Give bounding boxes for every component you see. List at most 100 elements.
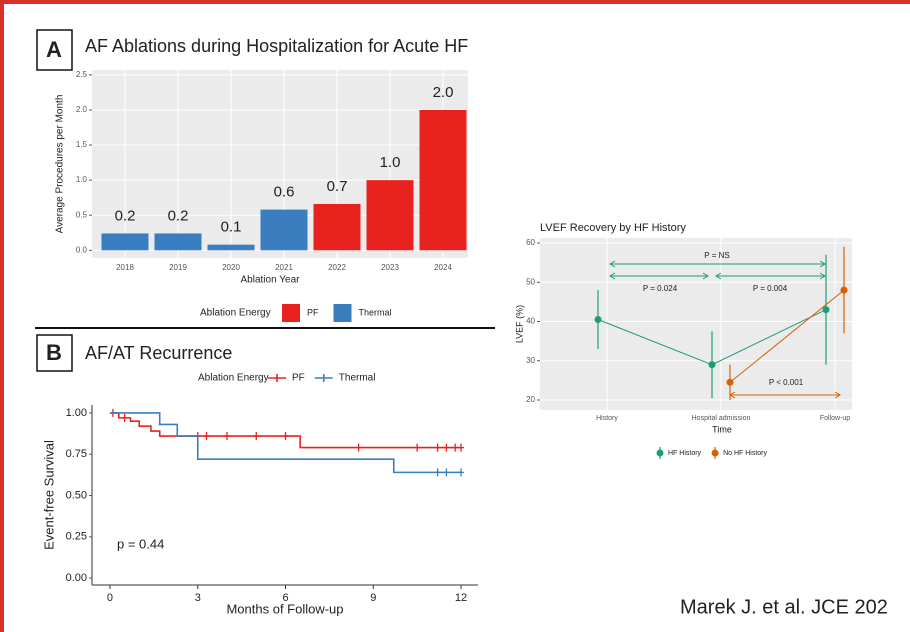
bar [260,209,308,251]
x-tick-label: 2024 [434,263,452,272]
y-tick-label: 30 [526,356,535,365]
censor-mark [253,432,260,441]
y-tick-label: 60 [526,238,535,247]
survival-line [109,412,462,474]
plot-area [540,238,852,410]
x-tick-label: Follow-up [820,415,850,422]
bar [101,233,149,251]
frame-top [0,0,910,4]
bar [313,203,361,251]
y-tick-label: 2.5 [76,70,88,79]
y-tick-label: 0.5 [76,210,88,219]
panel-label: B [46,340,62,365]
y-tick-label: 20 [526,395,535,404]
panel-box [36,334,73,372]
legend-swatch [711,449,719,457]
point [708,361,716,369]
bar [366,180,414,251]
censor-mark [458,443,465,452]
y-tick-label: 1.0 [76,175,88,184]
citation: Marek J. et al. JCE 202 [680,596,888,618]
chart-title: AF/AT Recurrence [85,343,232,363]
x-tick-label: 2021 [275,263,293,272]
censor-mark [434,443,441,452]
censor-mark [282,432,289,441]
data-label: 0.6 [274,184,295,201]
x-tick-label: 0 [107,592,113,604]
bracket-arrow [609,272,709,280]
x-tick-label: 2018 [116,263,134,272]
data-label: 0.2 [168,207,189,224]
x-tick-label: 2020 [222,263,240,272]
legend-title: Ablation Energy [200,308,271,319]
legend-label: Thermal [339,373,376,384]
y-axis-label: LVEF (%) [514,305,524,343]
x-tick-label: 2023 [381,263,399,272]
y-tick-label: 0.25 [66,531,87,543]
x-tick-label: 6 [282,592,288,604]
annotation: P = 0.024 [643,284,678,293]
chart-title: LVEF Recovery by HF History [540,222,686,234]
censor-mark [414,443,421,452]
y-tick-label: 50 [526,277,535,286]
bar [419,109,467,251]
frame-left [0,0,4,632]
y-tick-label: 40 [526,317,535,326]
annotation: P = NS [704,251,729,260]
y-tick-label: 0.0 [76,245,88,254]
series-line [729,289,845,383]
bracket-arrow [729,391,841,399]
bar [207,244,255,251]
legend-label: PF [307,307,319,317]
data-label: 2.0 [433,84,454,101]
legend-label: PF [292,373,305,384]
legend-swatch [333,304,352,322]
x-axis-label: Months of Follow-up [226,601,343,616]
data-label: 0.7 [327,178,348,195]
x-tick-label: Hospital admission [692,415,751,422]
panel-box [36,29,73,71]
bar [154,233,202,251]
censor-mark [224,432,231,441]
x-axis-label: Ablation Year [241,275,301,286]
censor-mark [355,443,362,452]
censor-mark [443,443,450,452]
x-tick-label: 12 [455,592,467,604]
annotation: P = 0.004 [753,284,788,293]
censor-mark [452,443,459,452]
censor-mark [121,413,128,422]
legend-swatch [282,304,300,322]
survival-line [109,412,462,449]
y-tick-label: 0.50 [66,489,87,501]
y-tick-label: 2.0 [76,105,88,114]
point [726,378,734,386]
y-tick-label: 1.5 [76,140,88,149]
data-label: 1.0 [380,154,401,171]
x-axis-label: Time [712,424,732,434]
legend-label: HF History [668,450,702,457]
data-label: 0.1 [221,219,242,236]
censor-mark [443,468,450,477]
x-tick-label: 2022 [328,263,346,272]
legend-label: Thermal [359,307,392,317]
x-tick-label: 2019 [169,263,187,272]
y-tick-label: 0.75 [66,448,87,460]
annotation: P < 0.001 [769,378,804,387]
panel-label: A [46,37,62,62]
x-tick-label: History [596,415,618,422]
legend-swatch [268,374,286,382]
legend-swatch [656,449,664,457]
x-tick-label: 9 [370,592,376,604]
y-axis-label: Average Procedures per Month [55,95,66,234]
bracket-arrow [609,260,826,268]
censor-mark [434,468,441,477]
chart-title: AF Ablations during Hospitalization for … [85,36,468,56]
point [822,306,830,314]
censor-mark [458,468,465,477]
y-tick-label: 0.00 [66,572,87,584]
censor-mark [203,432,210,441]
legend-title: Ablation Energy [198,373,269,384]
y-tick-label: 1.00 [66,407,87,419]
